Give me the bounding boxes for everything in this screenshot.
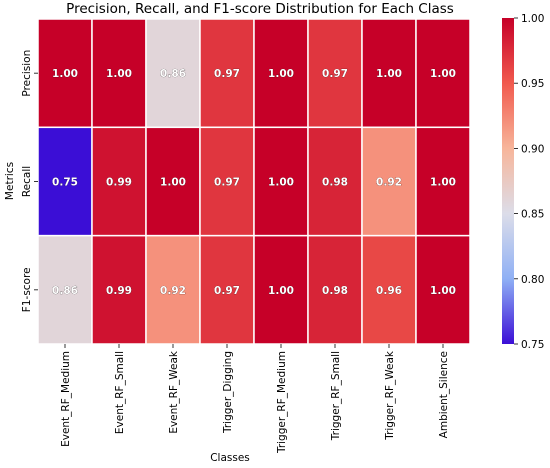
cell-value-label: 1.00	[52, 68, 78, 80]
heatmap-cell	[415, 126, 471, 237]
x-tick-label: Trigger_RF_Small	[330, 351, 342, 441]
x-axis-ticks: Event_RF_Medium Event_RF_Small Event_RF_We…	[60, 344, 450, 454]
cell-value-label: 0.92	[160, 285, 186, 297]
colorbar-tick-label: 0.85	[521, 209, 544, 221]
heatmap-cell	[91, 234, 147, 345]
x-tick-label: Trigger_RF_Weak	[384, 350, 396, 441]
heatmap-cell	[199, 234, 255, 345]
colorbar-tick-label: 0.80	[521, 274, 544, 286]
cell-value-label: 1.00	[268, 285, 294, 297]
heatmap-cell-labels: 1.00 1.00 0.86 0.97 1.00 0.97 1.00 1.00 0.75 0.99…	[52, 68, 456, 297]
heatmap-cell	[307, 18, 363, 129]
cell-value-label: 0.92	[376, 177, 402, 189]
heatmap-cell	[307, 234, 363, 345]
x-tick-label: Trigger_RF_Medium	[276, 351, 288, 454]
x-tick-label: Event_RF_Small	[114, 351, 126, 434]
x-tick-label: Trigger_Digging	[222, 351, 234, 434]
heatmap-cell	[361, 234, 417, 345]
x-tick-label: Ambient_Silence	[438, 351, 450, 438]
y-tick-label: Recall	[21, 166, 33, 197]
cell-value-label: 0.99	[106, 285, 132, 297]
x-tick-label: Event_RF_Weak	[168, 350, 180, 434]
heatmap-cell	[415, 18, 471, 129]
y-tick-label: Precision	[21, 50, 33, 97]
cell-value-label: 1.00	[160, 177, 186, 189]
cell-value-label: 0.97	[214, 177, 240, 189]
colorbar-tick-label: 0.75	[521, 339, 544, 351]
colorbar-tick-label: 1.00	[521, 13, 544, 25]
colorbar-ticks: 0.75 0.80 0.85 0.90 0.95 1.00	[514, 13, 544, 351]
cell-value-label: 0.98	[322, 177, 348, 189]
x-axis-label: Classes	[210, 452, 250, 464]
cell-value-label: 0.97	[322, 68, 348, 80]
cell-value-label: 1.00	[430, 177, 456, 189]
cell-value-label: 1.00	[268, 177, 294, 189]
heatmap-cell	[37, 18, 93, 129]
cell-value-label: 0.86	[52, 285, 78, 297]
cell-value-label: 0.97	[214, 68, 240, 80]
y-axis-ticks: Precision Recall F1-score	[21, 50, 38, 312]
colorbar-tick-label: 0.90	[521, 143, 544, 155]
heatmap-cell	[199, 126, 255, 237]
cell-value-label: 1.00	[268, 68, 294, 80]
heatmap-cell	[307, 126, 363, 237]
heatmap-cell	[145, 18, 201, 129]
colorbar-tick-label: 0.95	[521, 78, 544, 90]
heatmap-cell	[253, 234, 309, 345]
heatmap-cell	[91, 126, 147, 237]
heatmap-cells	[37, 18, 471, 345]
x-tick-label: Event_RF_Medium	[60, 351, 72, 447]
cell-value-label: 0.99	[106, 177, 132, 189]
cell-value-label: 0.96	[376, 285, 402, 297]
chart-title: Precision, Recall, and F1-score Distribu…	[66, 1, 454, 17]
heatmap-cell	[91, 18, 147, 129]
cell-value-label: 0.86	[160, 68, 186, 80]
cell-value-label: 1.00	[106, 68, 132, 80]
colorbar	[502, 18, 514, 344]
heatmap-cell	[415, 234, 471, 345]
cell-value-label: 1.00	[430, 68, 456, 80]
cell-value-label: 0.97	[214, 285, 240, 297]
y-axis-label: Metrics	[4, 162, 16, 200]
cell-value-label: 1.00	[430, 285, 456, 297]
cell-value-label: 0.98	[322, 285, 348, 297]
cell-value-label: 0.75	[52, 177, 78, 189]
heatmap-cell	[145, 234, 201, 345]
cell-value-label: 1.00	[376, 68, 402, 80]
y-tick-label: F1-score	[21, 267, 33, 312]
